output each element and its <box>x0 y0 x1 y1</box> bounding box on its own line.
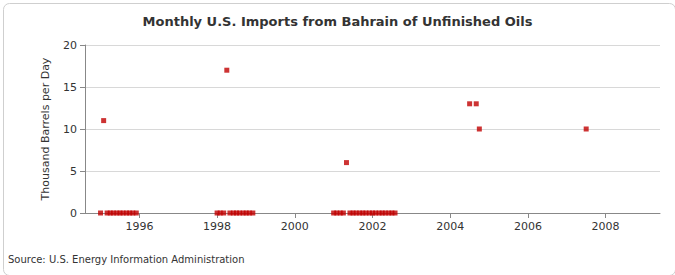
svg-text:5: 5 <box>70 165 77 178</box>
svg-text:2008: 2008 <box>592 220 620 233</box>
svg-text:2002: 2002 <box>359 220 387 233</box>
svg-text:Monthly U.S. Imports from Bahr: Monthly U.S. Imports from Bahrain of Unf… <box>143 14 533 29</box>
svg-text:Source: U.S. Energy Informatio: Source: U.S. Energy Information Administ… <box>8 254 245 265</box>
svg-text:1996: 1996 <box>125 220 153 233</box>
svg-text:10: 10 <box>63 123 77 136</box>
svg-text:1998: 1998 <box>203 220 231 233</box>
svg-text:2000: 2000 <box>281 220 309 233</box>
svg-text:Thousand Barrels per Day: Thousand Barrels per Day <box>39 57 52 201</box>
svg-text:2004: 2004 <box>436 220 464 233</box>
svg-text:0: 0 <box>70 207 77 220</box>
svg-text:15: 15 <box>63 81 77 94</box>
svg-text:20: 20 <box>63 39 77 52</box>
svg-text:2006: 2006 <box>514 220 542 233</box>
